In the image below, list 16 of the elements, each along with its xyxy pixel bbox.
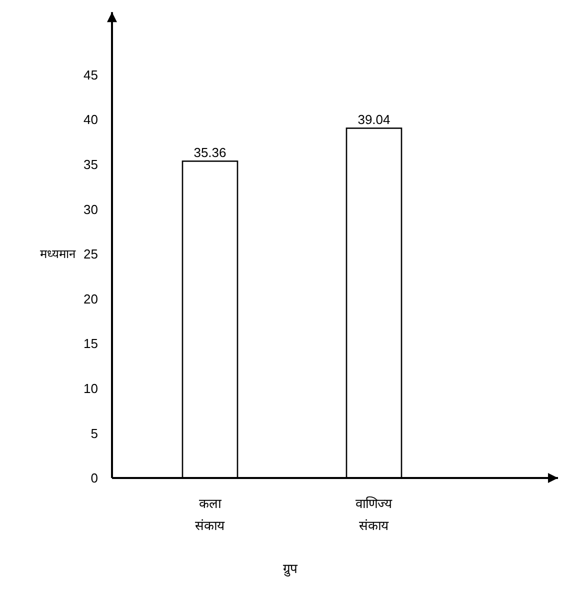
- x-tick-label: कला संकाय: [195, 496, 225, 533]
- data-label: 39.04: [358, 112, 390, 128]
- y-tick-label: 5: [90, 426, 98, 441]
- y-tick-label: 25: [84, 246, 98, 262]
- y-tick-label: 30: [84, 202, 98, 217]
- y-tick-label: 10: [84, 380, 98, 396]
- y-axis-title: मध्यमान: [40, 247, 76, 262]
- y-tick-label: 40: [84, 112, 98, 128]
- data-label: 35.36: [194, 145, 226, 160]
- y-tick-label: 35: [84, 156, 98, 172]
- y-tick-label: 0: [90, 470, 98, 486]
- y-tick-label: 20: [84, 291, 98, 306]
- y-tick-label: 45: [84, 67, 98, 82]
- x-tick-label: वाणिज्य संकाय: [356, 496, 392, 533]
- x-axis-title: ग्रुप: [283, 561, 298, 577]
- y-tick-label: 15: [84, 336, 98, 352]
